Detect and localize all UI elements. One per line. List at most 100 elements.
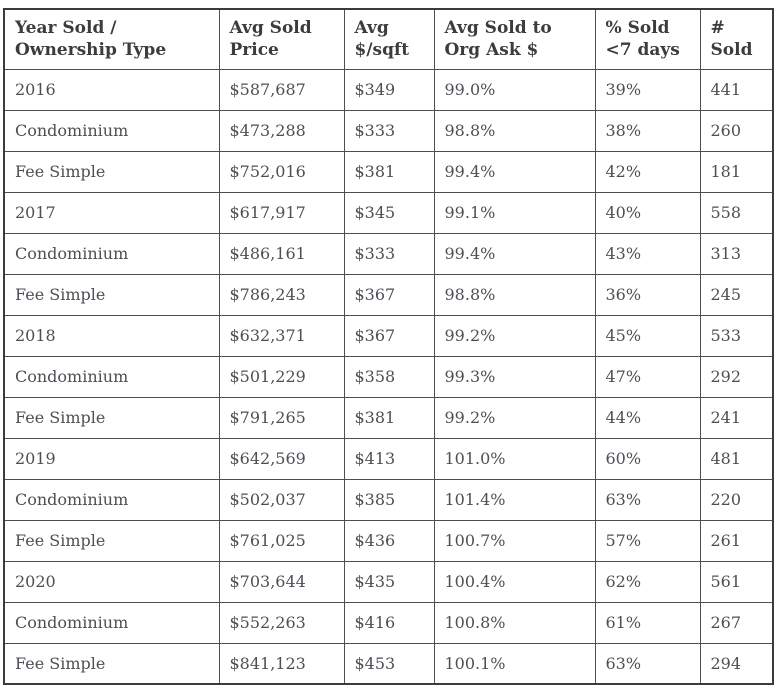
table-cell: 40% [594, 191, 701, 234]
table-cell: Fee Simple [3, 519, 220, 562]
table-cell: 2016 [3, 68, 220, 111]
table-cell: $632,371 [218, 314, 345, 357]
table-cell: $501,229 [218, 355, 345, 398]
table-row: Fee Simple $752,016 $381 99.4% 42% 181 [3, 150, 774, 193]
table-cell: $486,161 [218, 232, 345, 275]
column-header-sold-to-ask: Avg Sold to Org Ask $ [433, 8, 596, 70]
table-cell: 63% [594, 642, 701, 685]
table-cell: Fee Simple [3, 396, 220, 439]
table-row: Fee Simple $841,123 $453 100.1% 63% 294 [3, 642, 774, 685]
table-cell: $587,687 [218, 68, 345, 111]
column-header-pct-sold-7-days: % Sold <7 days [594, 8, 701, 70]
table-header: Year Sold / Ownership Type Avg Sold Pric… [3, 8, 774, 70]
table-cell: 100.1% [433, 642, 596, 685]
table-cell: 2018 [3, 314, 220, 357]
table-cell: $473,288 [218, 109, 345, 152]
table-cell: 39% [594, 68, 701, 111]
table-cell: $358 [343, 355, 435, 398]
table-cell: $786,243 [218, 273, 345, 316]
table-cell: 2017 [3, 191, 220, 234]
table-cell: 241 [699, 396, 774, 439]
table-cell: 99.4% [433, 232, 596, 275]
table-row: Condominium $473,288 $333 98.8% 38% 260 [3, 109, 774, 152]
table-row: Fee Simple $791,265 $381 99.2% 44% 241 [3, 396, 774, 439]
table-cell: 45% [594, 314, 701, 357]
table-cell: 36% [594, 273, 701, 316]
table-cell: $413 [343, 437, 435, 480]
table-cell: $333 [343, 109, 435, 152]
table-cell: $761,025 [218, 519, 345, 562]
table-cell: $502,037 [218, 478, 345, 521]
table-cell: $333 [343, 232, 435, 275]
table-cell: $703,644 [218, 560, 345, 603]
table-cell: 99.1% [433, 191, 596, 234]
table-cell: $345 [343, 191, 435, 234]
table-cell: $791,265 [218, 396, 345, 439]
table-cell: 558 [699, 191, 774, 234]
table-cell: 2019 [3, 437, 220, 480]
table-cell: 313 [699, 232, 774, 275]
table-cell: Condominium [3, 232, 220, 275]
table-cell: 261 [699, 519, 774, 562]
table-cell: 441 [699, 68, 774, 111]
table-cell: 100.7% [433, 519, 596, 562]
table-cell: 38% [594, 109, 701, 152]
table-cell: 561 [699, 560, 774, 603]
table-cell: 294 [699, 642, 774, 685]
table-cell: 533 [699, 314, 774, 357]
table-cell: $349 [343, 68, 435, 111]
column-header-year-ownership: Year Sold / Ownership Type [3, 8, 220, 70]
table-row: Fee Simple $761,025 $436 100.7% 57% 261 [3, 519, 774, 562]
table-cell: 98.8% [433, 273, 596, 316]
table-cell: 98.8% [433, 109, 596, 152]
table-row: 2020 $703,644 $435 100.4% 62% 561 [3, 560, 774, 603]
table-cell: 220 [699, 478, 774, 521]
table-cell: 267 [699, 601, 774, 644]
table-cell: $436 [343, 519, 435, 562]
table-row: Condominium $552,263 $416 100.8% 61% 267 [3, 601, 774, 644]
table-cell: 100.4% [433, 560, 596, 603]
table-cell: 43% [594, 232, 701, 275]
table-cell: 99.2% [433, 396, 596, 439]
table-body: 2016 $587,687 $349 99.0% 39% 441 Condominium $4… [3, 68, 774, 685]
table-cell: $381 [343, 396, 435, 439]
table-cell: 2020 [3, 560, 220, 603]
table-cell: $435 [343, 560, 435, 603]
table-cell: 181 [699, 150, 774, 193]
table-row: Condominium $486,161 $333 99.4% 43% 313 [3, 232, 774, 275]
column-header-avg-sold-price: Avg Sold Price [218, 8, 345, 70]
table-cell: $367 [343, 314, 435, 357]
table-cell: Condominium [3, 355, 220, 398]
header-row: Year Sold / Ownership Type Avg Sold Pric… [3, 8, 774, 70]
table-cell: 100.8% [433, 601, 596, 644]
table-cell: 99.2% [433, 314, 596, 357]
table-cell: $841,123 [218, 642, 345, 685]
table-cell: 47% [594, 355, 701, 398]
table-cell: $642,569 [218, 437, 345, 480]
table-row: 2017 $617,917 $345 99.1% 40% 558 [3, 191, 774, 234]
table-cell: $453 [343, 642, 435, 685]
table-cell: 63% [594, 478, 701, 521]
table-cell: Fee Simple [3, 273, 220, 316]
table-cell: 101.0% [433, 437, 596, 480]
table-row: 2018 $632,371 $367 99.2% 45% 533 [3, 314, 774, 357]
table-cell: $367 [343, 273, 435, 316]
column-header-num-sold: # Sold [699, 8, 774, 70]
table-row: 2019 $642,569 $413 101.0% 60% 481 [3, 437, 774, 480]
table-cell: $416 [343, 601, 435, 644]
table-cell: $552,263 [218, 601, 345, 644]
table-cell: Fee Simple [3, 642, 220, 685]
table-row: Condominium $501,229 $358 99.3% 47% 292 [3, 355, 774, 398]
table-cell: 99.3% [433, 355, 596, 398]
table-cell: Fee Simple [3, 150, 220, 193]
table-cell: Condominium [3, 601, 220, 644]
table-row: 2016 $587,687 $349 99.0% 39% 441 [3, 68, 774, 111]
table-cell: $385 [343, 478, 435, 521]
table-cell: 260 [699, 109, 774, 152]
table-row: Condominium $502,037 $385 101.4% 63% 220 [3, 478, 774, 521]
table-cell: 42% [594, 150, 701, 193]
column-header-avg-per-sqft: Avg $/sqft [343, 8, 435, 70]
table-cell: 57% [594, 519, 701, 562]
table-cell: 245 [699, 273, 774, 316]
